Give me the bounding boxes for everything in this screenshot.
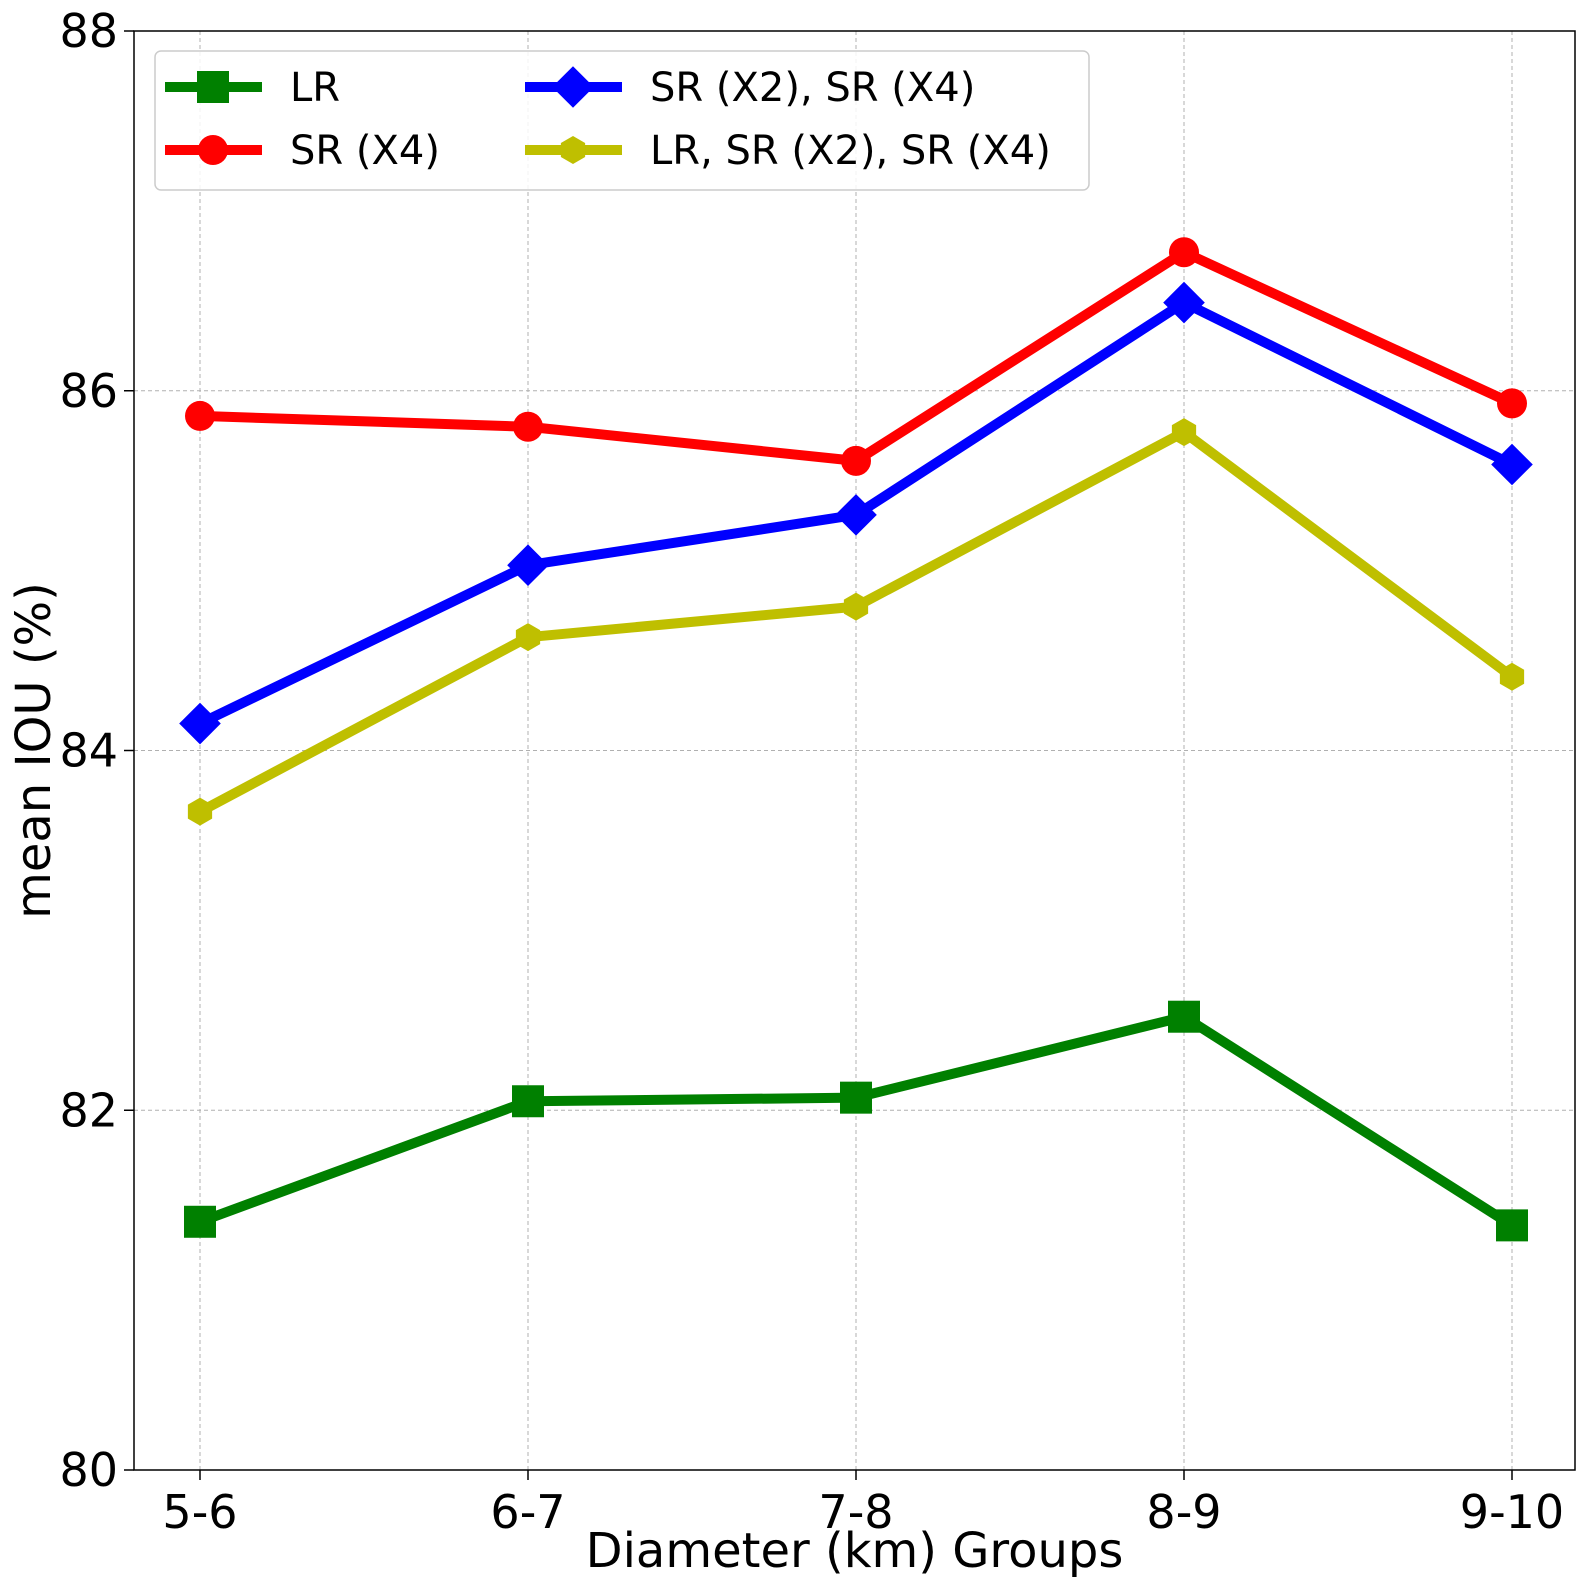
x-tick-label: 8-9 [1146, 1485, 1221, 1539]
data-point [515, 623, 541, 652]
y-tick-label: 82 [59, 1083, 118, 1137]
series-layer [179, 237, 1533, 1242]
legend-label: LR [290, 65, 340, 111]
legend-entry: LR, SR (X2), SR (X4) [525, 128, 1051, 174]
x-tick-label: 9-10 [1460, 1485, 1564, 1539]
y-tick-label: 88 [59, 4, 118, 58]
grid [134, 31, 1575, 1470]
data-point [1497, 388, 1527, 419]
data-point [841, 445, 871, 476]
data-point [840, 1081, 872, 1114]
data-point [1491, 443, 1533, 486]
x-axis-label: Diameter (km) Groups [586, 1523, 1124, 1579]
y-tick-label: 84 [59, 724, 118, 778]
data-point [513, 411, 543, 442]
legend-marker [552, 66, 594, 108]
legend-marker [197, 71, 229, 103]
legend-entry: LR [165, 65, 340, 111]
data-point [1171, 418, 1197, 447]
y-tick-label: 86 [59, 364, 118, 418]
data-point [1168, 1000, 1200, 1033]
data-point [507, 544, 549, 587]
legend-entry: SR (X2), SR (X4) [525, 65, 975, 111]
x-tick-label: 7-8 [818, 1485, 893, 1539]
data-point [835, 494, 877, 536]
legend-label: LR, SR (X2), SR (X4) [650, 128, 1051, 174]
series-4 [187, 418, 1525, 826]
data-point [843, 592, 869, 621]
data-point [1169, 237, 1199, 268]
series-1 [184, 1000, 1528, 1242]
y-tick-label: 80 [59, 1443, 118, 1497]
legend-marker [560, 136, 586, 164]
legend-box [154, 50, 1090, 191]
y-axis-label: mean IOU (%) [6, 582, 62, 919]
series-2 [185, 237, 1527, 476]
legend-label: SR (X4) [290, 128, 440, 174]
y-axis-ticks: 80 82 84 86 88 [59, 4, 134, 1497]
plot-area [133, 30, 1576, 1471]
data-point [187, 797, 213, 826]
legend-label: SR (X2), SR (X4) [650, 65, 975, 111]
x-tick-label: 5-6 [162, 1485, 237, 1539]
x-axis-ticks: 5-6 6-7 7-8 8-9 9-10 [162, 1470, 1564, 1539]
series-3 [179, 281, 1533, 745]
data-point [179, 702, 221, 745]
legend-entry: SR (X4) [165, 128, 440, 174]
legend: LR SR (X4) SR (X2), SR (X4) LR, SR (X2), SR… [154, 50, 1090, 191]
data-point [1496, 1209, 1528, 1242]
data-point [512, 1085, 544, 1118]
legend-marker [198, 135, 228, 165]
x-tick-label: 6-7 [490, 1485, 565, 1539]
data-point [1163, 281, 1205, 324]
data-point [1499, 662, 1525, 691]
data-point [185, 400, 215, 431]
data-point [184, 1205, 216, 1238]
